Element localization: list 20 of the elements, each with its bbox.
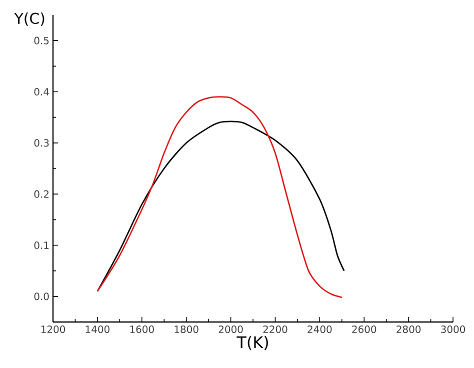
y-tick-label: 0.0 (34, 292, 49, 300)
y-tick-label: 0.4 (34, 88, 49, 96)
x-tick-label: 3000 (441, 326, 466, 334)
line-series (96, 120, 345, 292)
x-tick-label: 2200 (263, 326, 288, 334)
y-axis-title: Y(C) (14, 12, 44, 26)
x-tick-label: 2800 (396, 326, 421, 334)
x-tick-label: 1600 (130, 326, 154, 334)
x-tick-label: 2400 (308, 326, 332, 334)
x-tick-label: 2600 (352, 326, 376, 334)
x-tick-label: 2000 (218, 326, 243, 334)
line-series (96, 96, 343, 298)
x-axis-title: T(K) (236, 336, 268, 350)
y-tick-label: 0.3 (34, 139, 49, 147)
y-tick-label: 0.2 (34, 190, 48, 198)
y-tick-label: 0.5 (34, 36, 49, 44)
x-tick-label: 1400 (86, 326, 110, 334)
y-tick-label: 0.1 (34, 241, 49, 250)
x-tick-label: 1800 (174, 326, 198, 334)
x-tick-label: 1200 (41, 326, 66, 334)
